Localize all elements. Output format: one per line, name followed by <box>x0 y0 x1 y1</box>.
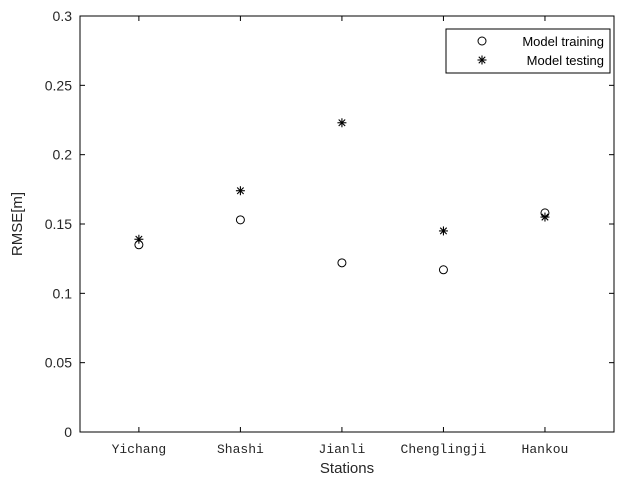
y-tick-label: 0 <box>64 424 72 440</box>
training-point <box>235 215 245 225</box>
star-stroke <box>478 56 486 64</box>
legend-box <box>445 28 611 74</box>
y-tick-label: 0.15 <box>45 216 72 232</box>
testing-point <box>438 226 448 236</box>
x-axis-label: Stations <box>320 460 374 477</box>
testing-point <box>134 234 144 244</box>
y-tick-label: 0.25 <box>45 77 72 93</box>
x-tick-label: Chenglingji <box>401 442 487 457</box>
testing-point <box>540 212 550 222</box>
star-stroke <box>338 119 346 127</box>
legend: Model training Model testing <box>445 28 611 74</box>
y-tick-label: 0.05 <box>45 355 72 371</box>
testing-point <box>337 118 347 128</box>
x-axis-ticks: Yichang Shashi Jianli Chenglingji Hankou <box>112 16 569 457</box>
legend-entry-label: Model testing <box>527 53 604 68</box>
training-point <box>438 265 448 275</box>
testing-point <box>235 186 245 196</box>
x-tick-label: Hankou <box>522 442 569 457</box>
plot-axes <box>79 15 615 433</box>
data-points <box>134 118 550 275</box>
legend-circle-marker <box>477 36 487 46</box>
x-tick-label: Yichang <box>112 442 167 457</box>
y-tick-label: 0.3 <box>53 8 73 24</box>
series-model-training <box>134 208 550 275</box>
y-axis-label: RMSE[m] <box>9 192 26 256</box>
series-model-testing <box>134 118 550 244</box>
legend-star-marker <box>477 55 487 65</box>
training-point <box>337 258 347 268</box>
legend-entry-label: Model training <box>522 34 604 49</box>
x-tick-label: Jianli <box>319 442 366 457</box>
y-tick-label: 0.1 <box>53 285 73 301</box>
y-axis-ticks: 0 0.05 0.1 0.15 0.2 0.25 0.3 <box>45 8 614 440</box>
star-stroke <box>439 227 448 235</box>
star-stroke <box>236 187 245 195</box>
star-stroke <box>541 213 549 221</box>
x-tick-label: Shashi <box>217 442 264 457</box>
star-stroke <box>135 235 143 243</box>
plot-frame <box>79 15 615 433</box>
y-tick-label: 0.2 <box>53 147 73 163</box>
